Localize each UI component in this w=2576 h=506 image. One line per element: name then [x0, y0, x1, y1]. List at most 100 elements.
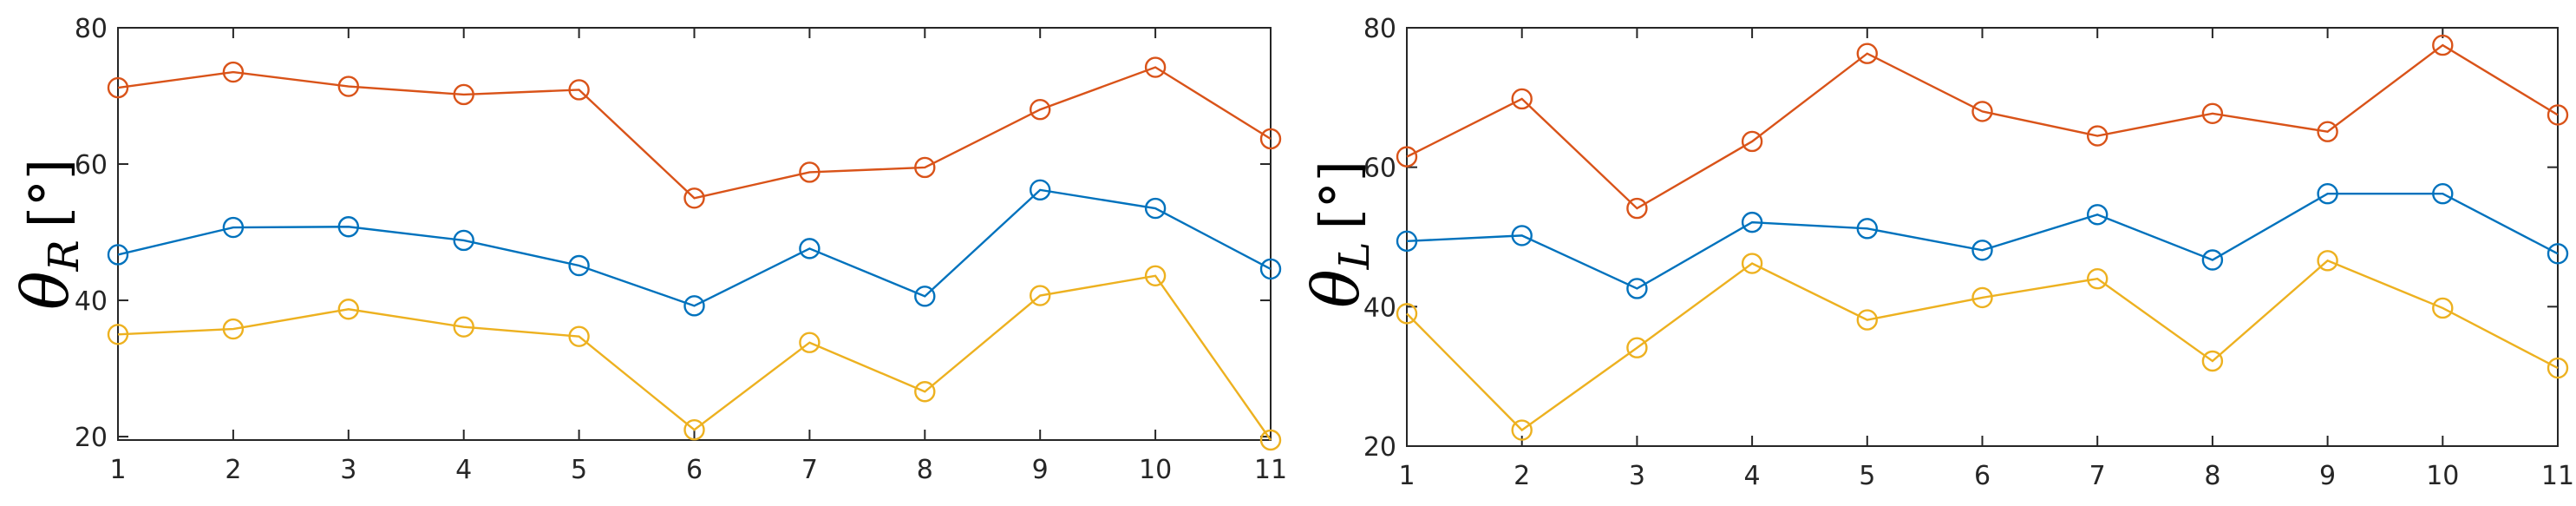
y-tick-label: 40 [1363, 292, 1396, 323]
blue-series [107, 179, 1282, 317]
yellow-data-point [2201, 350, 2224, 372]
y-axis-label: θR [°] [9, 159, 88, 310]
blue-data-point [1396, 230, 1418, 253]
orange-data-point [1511, 88, 1533, 110]
y-axis-label: θL [°] [1299, 161, 1379, 308]
blue-data-point [1626, 278, 1648, 299]
x-tick-label: 7 [2089, 461, 2106, 491]
x-tick-label: 1 [109, 455, 126, 485]
yellow-data-point [799, 332, 821, 353]
orange-data-point [107, 76, 129, 99]
y-tick-label: 60 [75, 150, 108, 181]
yellow-data-point [568, 325, 590, 347]
y-axis-label-symbol: θ [1299, 269, 1374, 308]
right-panel-theta-l: 1 2 3 4 5 6 7 8 9 10 11 20 40 60 80 θL [°] [1299, 14, 2574, 491]
blue-data-point [1144, 197, 1167, 220]
blue-data-point [453, 229, 474, 252]
blue-data-point [683, 295, 705, 317]
blue-data-point [1971, 240, 1993, 261]
yellow-data-point [1971, 286, 1993, 309]
blue-data-point [1511, 225, 1533, 246]
orange-data-point [1971, 101, 1993, 122]
y-axis-label-unit: [°] [1308, 161, 1371, 229]
x-tick-label: 2 [1514, 461, 1530, 491]
blue-series [1396, 182, 2569, 299]
x-tick-label: 3 [1629, 461, 1645, 491]
orange-data-point [2201, 102, 2224, 125]
yellow-data-point [1856, 309, 1879, 331]
blue-series-line [1406, 192, 2559, 290]
orange-data-point [1144, 56, 1167, 78]
yellow-series [107, 265, 1282, 451]
yellow-data-point [914, 381, 936, 403]
orange-data-point [683, 187, 705, 209]
orange-data-point [453, 83, 474, 106]
yellow-data-point [1144, 265, 1167, 286]
x-tick-label: 4 [455, 455, 472, 485]
orange-data-point [2317, 121, 2338, 142]
x-tick-label: 6 [1974, 461, 1991, 491]
x-tick-label: 11 [2541, 461, 2574, 491]
yellow-series-line [1406, 259, 2559, 432]
yellow-data-point [2432, 297, 2454, 319]
y-axis-label-unit: [°] [17, 159, 81, 227]
orange-data-point [1741, 130, 1763, 153]
blue-data-point [1856, 218, 1879, 240]
blue-data-point [2317, 182, 2338, 205]
orange-data-point [2432, 34, 2454, 56]
y-tick-label: 40 [75, 286, 108, 317]
y-tick-label: 20 [1363, 432, 1396, 463]
orange-data-point [568, 79, 590, 101]
x-tick-label: 8 [917, 455, 933, 485]
blue-data-point [1259, 258, 1282, 280]
y-tick-label: 80 [1363, 14, 1396, 44]
orange-series-line [117, 66, 1272, 200]
orange-data-point [2086, 125, 2109, 147]
blue-series-line [117, 188, 1272, 307]
blue-data-point [337, 216, 359, 238]
blue-data-point [107, 244, 129, 266]
yellow-data-point [1741, 253, 1763, 274]
orange-data-point [799, 161, 821, 183]
yellow-series [1396, 250, 2569, 441]
x-tick-label: 5 [571, 455, 587, 485]
yellow-data-point [1029, 285, 1051, 306]
blue-data-point [2547, 243, 2569, 265]
blue-data-point [2432, 182, 2454, 205]
yellow-data-point [2086, 268, 2109, 290]
y-tick-label: 20 [75, 423, 108, 453]
blue-data-point [222, 216, 245, 239]
orange-data-point [222, 61, 245, 83]
x-tick-label: 5 [1859, 461, 1875, 491]
yellow-data-point [1511, 419, 1533, 441]
blue-data-point [568, 254, 590, 277]
yellow-data-point [1396, 303, 1418, 325]
x-tick-label: 2 [225, 455, 241, 485]
x-tick-label: 11 [1254, 455, 1287, 485]
yellow-data-point [222, 318, 245, 340]
orange-data-point [1029, 99, 1051, 121]
orange-data-point [337, 76, 359, 97]
x-tick-label: 9 [2319, 461, 2336, 491]
orange-series [107, 56, 1282, 209]
y-tick-label: 60 [1363, 154, 1396, 184]
orange-data-point [1259, 128, 1282, 150]
orange-series-line [1406, 43, 2559, 210]
yellow-series-line [117, 274, 1272, 441]
blue-data-point [2201, 249, 2224, 271]
yellow-data-point [107, 324, 129, 345]
orange-data-point [1626, 197, 1648, 220]
orange-series [1396, 34, 2569, 220]
x-tick-label: 9 [1032, 455, 1049, 485]
orange-data-point [914, 156, 936, 179]
orange-data-point [2547, 104, 2569, 126]
blue-data-point [1029, 179, 1051, 201]
blue-data-point [914, 286, 936, 307]
yellow-data-point [337, 299, 359, 320]
yellow-data-point [1626, 337, 1648, 358]
x-tick-label: 10 [2426, 461, 2459, 491]
yellow-data-point [453, 316, 474, 338]
blue-data-point [799, 238, 821, 260]
blue-data-point [2086, 204, 2109, 226]
